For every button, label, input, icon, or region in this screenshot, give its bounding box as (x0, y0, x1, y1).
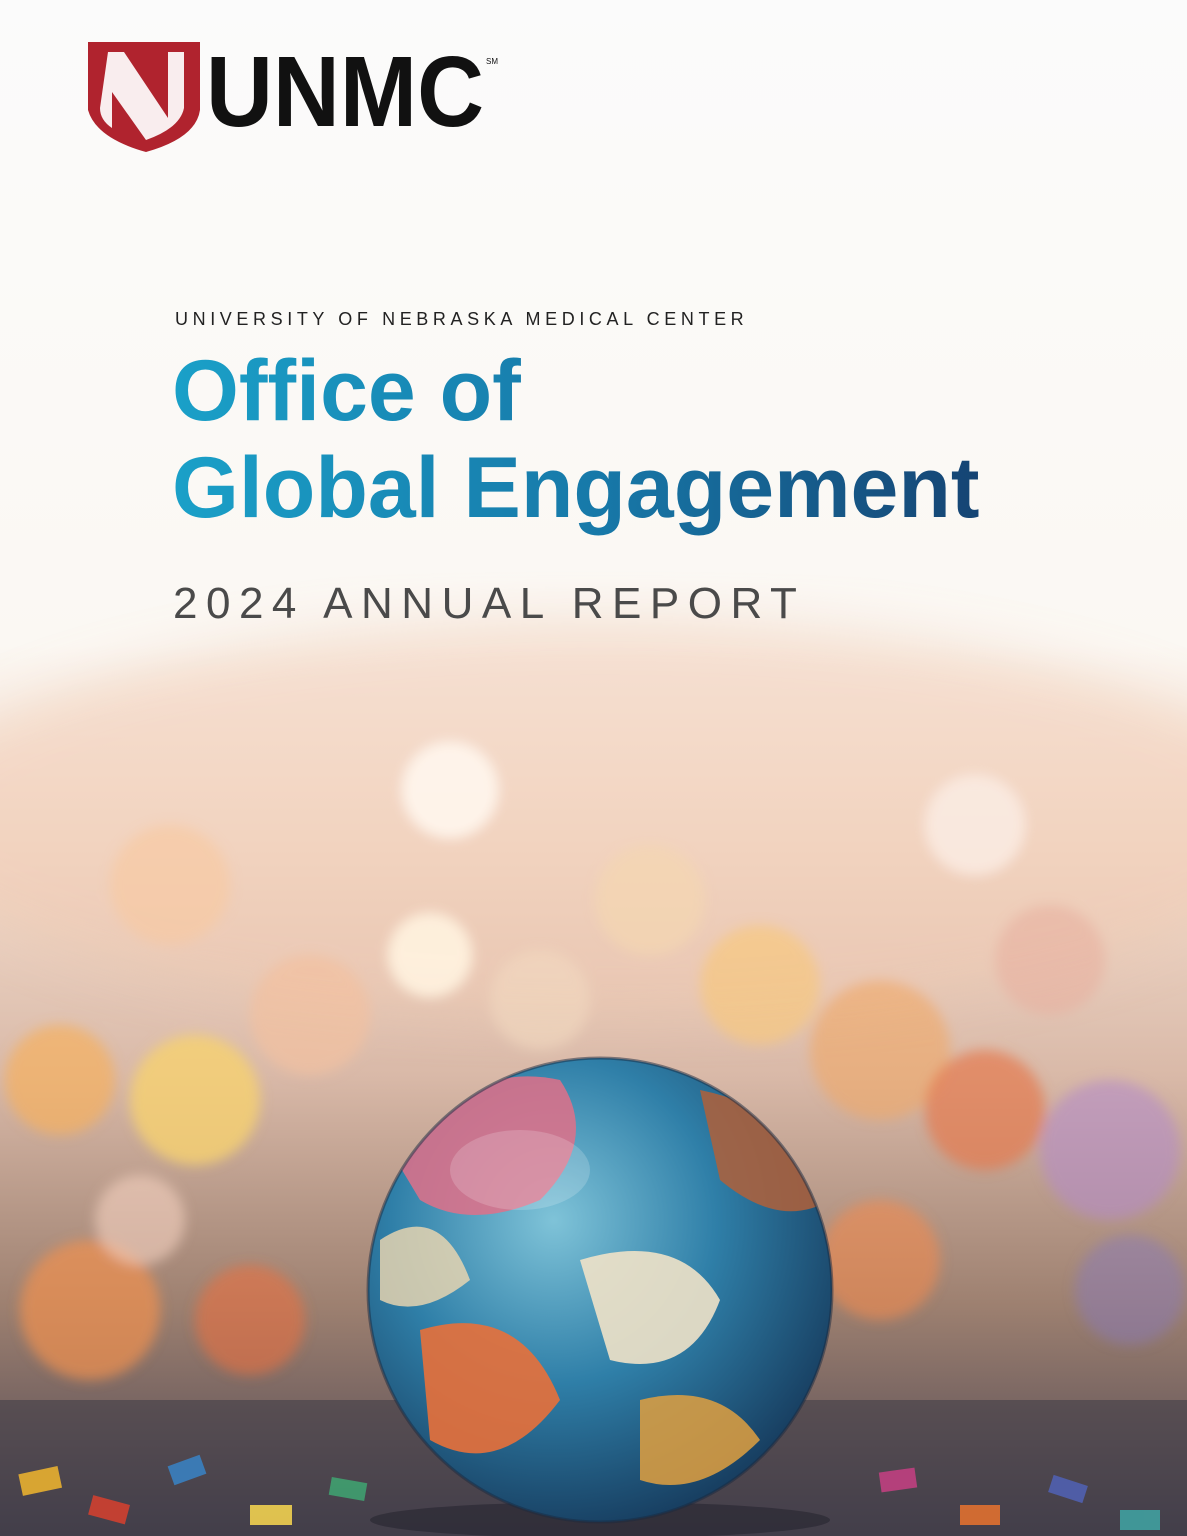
globe-edge (366, 1056, 834, 1524)
bokeh (388, 913, 472, 997)
bokeh (595, 845, 705, 955)
bokeh (925, 775, 1025, 875)
bokeh (810, 980, 950, 1120)
piece (328, 1477, 368, 1501)
glow (0, 620, 1187, 1020)
bokeh (130, 1035, 260, 1165)
continent (380, 1226, 470, 1307)
piece (167, 1454, 207, 1486)
bokeh (820, 1200, 940, 1320)
logo: UNMC SM (88, 36, 498, 152)
piece (1120, 1510, 1160, 1530)
globe (366, 1056, 834, 1536)
bokeh (925, 1050, 1045, 1170)
bokeh (95, 1175, 185, 1265)
continent (700, 1090, 830, 1212)
piece (250, 1505, 292, 1525)
logo-wordmark: UNMC (206, 36, 484, 148)
bokeh (250, 955, 370, 1075)
bokeh (1075, 1235, 1185, 1345)
report-subtitle: 2024 ANNUAL REPORT (173, 579, 805, 628)
bokeh (5, 1025, 115, 1135)
bokeh (1040, 1080, 1180, 1220)
title-line: Global Engagement (172, 440, 980, 536)
bokeh (20, 1240, 160, 1380)
logo-n-mark (100, 52, 184, 140)
globe-highlight (450, 1130, 590, 1210)
piece (878, 1467, 918, 1493)
bokeh (490, 950, 590, 1050)
piece (960, 1505, 1000, 1525)
piece (1048, 1474, 1088, 1504)
logo-service-mark: SM (486, 57, 498, 66)
bokeh-lights (0, 620, 1187, 1380)
piece (18, 1466, 63, 1496)
continent (420, 1323, 560, 1454)
bokeh (402, 742, 498, 838)
bokeh (700, 925, 820, 1045)
puzzle-pieces (18, 1454, 1160, 1530)
bokeh (110, 825, 230, 945)
bokeh (995, 905, 1105, 1015)
institution-name: UNIVERSITY OF NEBRASKA MEDICAL CENTER (175, 309, 748, 329)
continent (640, 1395, 760, 1485)
continent (580, 1251, 720, 1364)
piece (88, 1495, 130, 1525)
bokeh (195, 1265, 305, 1375)
title-line: Office of (172, 343, 521, 439)
